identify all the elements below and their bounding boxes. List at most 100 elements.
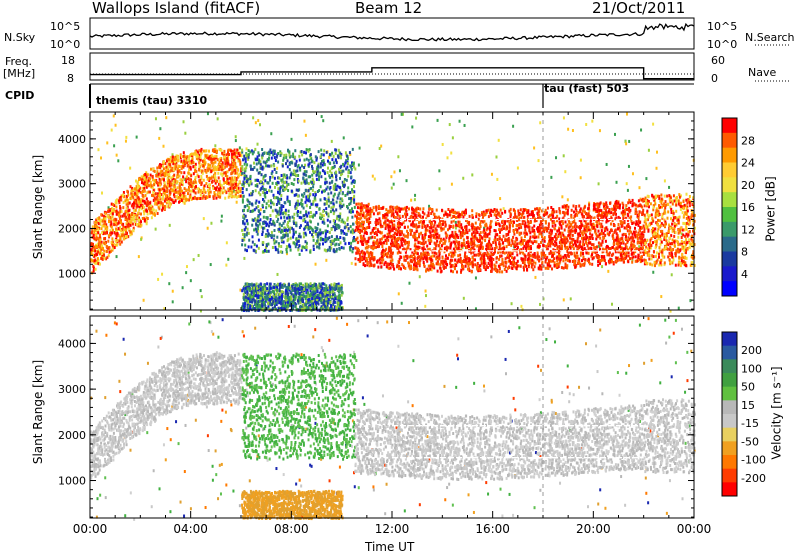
echo-pixel bbox=[331, 151, 334, 155]
echo-pixel bbox=[152, 178, 154, 182]
echo-pixel bbox=[618, 241, 621, 245]
echo-pixel bbox=[312, 215, 314, 219]
echo-pixel bbox=[538, 259, 541, 263]
echo-pixel bbox=[272, 222, 275, 226]
echo-pixel bbox=[109, 229, 112, 233]
echo-pixel bbox=[134, 191, 137, 195]
echo-pixel bbox=[540, 266, 543, 270]
echo-pixel bbox=[343, 184, 345, 187]
noise-pixel bbox=[111, 215, 114, 219]
echo-pixel bbox=[177, 156, 180, 160]
echo-pixel bbox=[145, 173, 148, 177]
echo-pixel bbox=[501, 238, 503, 242]
echo-pixel bbox=[600, 225, 603, 229]
echo-pixel bbox=[352, 239, 354, 243]
echo-pixel bbox=[292, 182, 295, 186]
echo-pixel bbox=[536, 250, 539, 254]
echo-pixel bbox=[516, 248, 519, 251]
echo-pixel bbox=[127, 224, 130, 228]
echo-pixel bbox=[630, 219, 633, 223]
echo-pixel bbox=[118, 239, 121, 243]
noise-pixel bbox=[626, 188, 629, 192]
echo-pixel bbox=[620, 222, 622, 226]
echo-pixel bbox=[109, 208, 112, 212]
echo-pixel bbox=[509, 207, 512, 211]
nsearch-tick-bottom: 10^0 bbox=[707, 38, 738, 51]
echo-pixel bbox=[498, 224, 501, 228]
echo-pixel bbox=[165, 169, 168, 173]
noise-pixel bbox=[638, 245, 641, 249]
echo-pixel bbox=[228, 168, 231, 172]
echo-pixel bbox=[418, 224, 421, 228]
echo-pixel bbox=[440, 248, 443, 252]
echo-pixel bbox=[210, 161, 213, 165]
echo-pixel bbox=[535, 219, 538, 223]
echo-pixel bbox=[508, 221, 511, 225]
echo-pixel bbox=[405, 254, 408, 258]
echo-pixel bbox=[513, 243, 516, 247]
echo-pixel bbox=[449, 261, 452, 265]
echo-pixel bbox=[168, 158, 171, 162]
echo-pixel bbox=[123, 227, 126, 231]
echo-pixel bbox=[530, 220, 532, 224]
echo-pixel bbox=[310, 226, 312, 230]
echo-pixel bbox=[475, 212, 478, 216]
echo-pixel bbox=[437, 236, 440, 240]
echo-pixel bbox=[305, 212, 308, 216]
echo-pixel bbox=[113, 204, 116, 207]
echo-pixel bbox=[286, 223, 289, 227]
noise-pixel bbox=[588, 208, 591, 212]
echo-pixel bbox=[364, 259, 367, 263]
noise-pixel bbox=[569, 297, 572, 301]
echo-pixel bbox=[252, 150, 255, 154]
echo-pixel bbox=[235, 176, 238, 180]
echo-pixel bbox=[317, 162, 320, 166]
echo-pixel bbox=[389, 262, 392, 266]
echo-pixel bbox=[454, 267, 456, 271]
echo-pixel bbox=[489, 229, 492, 233]
echo-pixel bbox=[514, 245, 516, 248]
echo-pixel bbox=[96, 242, 99, 246]
cpid-event-1: tau (fast) 503 bbox=[544, 82, 630, 95]
echo-pixel bbox=[478, 233, 481, 237]
echo-pixel bbox=[311, 173, 314, 177]
echo-pixel bbox=[354, 214, 357, 218]
echo-pixel bbox=[349, 248, 352, 252]
echo-pixel bbox=[105, 249, 108, 253]
echo-pixel bbox=[311, 177, 314, 181]
echo-pixel bbox=[257, 238, 260, 242]
echo-pixel bbox=[271, 181, 274, 185]
noise-pixel bbox=[438, 169, 441, 173]
echo-pixel bbox=[361, 255, 364, 259]
echo-pixel bbox=[337, 237, 340, 241]
echo-pixel bbox=[254, 147, 257, 151]
echo-pixel bbox=[276, 180, 279, 184]
freq-unit: [MHz] bbox=[3, 67, 36, 80]
echo-pixel bbox=[321, 159, 323, 163]
echo-pixel bbox=[611, 253, 613, 257]
echo-pixel bbox=[581, 213, 584, 217]
noise-pixel bbox=[246, 222, 249, 226]
echo-pixel bbox=[221, 163, 224, 167]
echo-pixel bbox=[171, 198, 174, 202]
echo-pixel bbox=[618, 250, 620, 254]
echo-pixel bbox=[237, 159, 240, 163]
echo-pixel bbox=[589, 222, 592, 226]
echo-pixel bbox=[335, 148, 338, 152]
echo-pixel bbox=[382, 251, 385, 255]
echo-pixel bbox=[257, 205, 260, 208]
echo-pixel bbox=[599, 262, 601, 266]
echo-pixel bbox=[246, 249, 248, 253]
echo-pixel bbox=[521, 242, 524, 245]
echo-pixel bbox=[117, 227, 120, 231]
echo-pixel bbox=[226, 177, 229, 181]
echo-pixel bbox=[190, 174, 193, 178]
echo-pixel bbox=[330, 180, 333, 184]
echo-pixel bbox=[292, 155, 295, 159]
noise-pixel bbox=[413, 198, 416, 202]
echo-pixel bbox=[200, 177, 203, 181]
echo-pixel bbox=[426, 214, 429, 218]
echo-pixel bbox=[490, 256, 493, 260]
echo-pixel bbox=[202, 164, 205, 168]
echo-pixel bbox=[149, 180, 152, 184]
